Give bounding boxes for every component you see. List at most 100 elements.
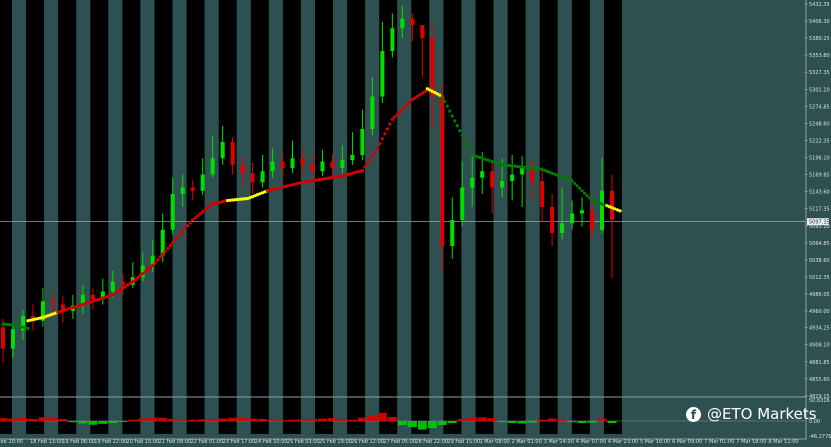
time-tick-label: 6 Mar 09:00: [672, 439, 702, 445]
ma-dot: [81, 302, 85, 307]
candle-body: [170, 193, 175, 230]
ma-dot: [133, 278, 137, 282]
oscillator-bar: [487, 418, 497, 421]
oscillator-tick-label: -46.2776: [809, 434, 831, 440]
oscillator-bar: [288, 419, 298, 421]
ma-dot: [463, 138, 467, 142]
ma-dot: [350, 171, 355, 175]
ma-dot: [26, 319, 30, 323]
ma-dot: [6, 322, 10, 327]
candle-body: [220, 141, 225, 159]
time-tick-label: 19 Feb 22:00: [94, 439, 127, 445]
ma-dot: [470, 153, 474, 157]
ma-dot: [597, 201, 602, 205]
ma-dot: [76, 304, 80, 308]
candle-body: [140, 265, 145, 278]
oscillator-bar: [118, 421, 128, 423]
price-tick-label: 4986.05: [809, 292, 830, 298]
oscillator-bar: [228, 417, 238, 421]
ma-dot: [393, 115, 397, 119]
oscillator-bar: [577, 421, 587, 424]
ma-dot: [475, 155, 479, 159]
ma-dot: [408, 100, 412, 104]
price-tick-label: 4829.15: [809, 394, 830, 400]
ma-dot: [193, 216, 197, 220]
ma-dot: [106, 294, 110, 298]
ma-dot: [548, 170, 552, 174]
ma-dot: [503, 163, 507, 167]
ma-dot: [453, 119, 457, 123]
ma-dot: [101, 296, 105, 300]
candle-body: [510, 174, 515, 181]
oscillator-bar: [128, 419, 138, 421]
time-tick-label: 24 Feb 10:00: [255, 439, 288, 445]
ma-dot: [108, 293, 112, 298]
candle-body: [610, 190, 614, 220]
oscillator-bar: [587, 421, 597, 423]
ma-dot: [478, 155, 482, 160]
oscillator-bar: [497, 421, 507, 423]
ma-dot: [41, 315, 45, 320]
ma-dot: [390, 117, 394, 121]
ma-dot: [136, 276, 140, 280]
candle-body: [40, 301, 45, 321]
ma-dot: [400, 107, 404, 112]
ma-dot: [181, 229, 185, 233]
ma-dot: [153, 261, 157, 265]
time-tick-label: 25 Feb 03:00: [287, 439, 320, 445]
ma-dot: [231, 198, 235, 202]
ma-dot: [403, 105, 407, 109]
ma-dot: [445, 104, 449, 108]
price-tick-label: 5380.25: [809, 36, 830, 42]
ma-dot: [413, 96, 417, 100]
oscillator-bar: [208, 418, 218, 421]
ma-dot: [545, 169, 549, 173]
ma-dot: [223, 199, 227, 203]
time-tick-label: 22 Feb 01:00: [191, 439, 224, 445]
ma-dot: [513, 164, 517, 168]
ma-dot: [258, 192, 262, 196]
time-tick-label: 8 Mar 11:00: [768, 439, 798, 445]
price-tick-label: 4960.00: [809, 309, 830, 315]
ma-dot: [550, 171, 554, 175]
ma-dot: [213, 201, 217, 205]
ma-dot: [552, 172, 557, 176]
ma-dot: [433, 91, 437, 95]
oscillator-bar: [8, 418, 18, 421]
session-band: [411, 0, 430, 434]
ma-dot: [610, 206, 614, 210]
ma-dot: [575, 184, 579, 188]
ma-dot: [423, 90, 427, 94]
candle-body: [160, 229, 165, 256]
ma-dot: [53, 311, 58, 315]
ma-dot: [348, 172, 352, 176]
ma-dot: [233, 198, 237, 202]
ma-dot: [8, 323, 12, 327]
ma-dot: [590, 198, 594, 203]
time-axis: Feb 20:00 18 Feb 13:00 19 Feb 06:00 19 Feb …: [0, 438, 799, 445]
oscillator-bar: [517, 421, 527, 424]
oscillator-bar: [367, 414, 377, 421]
time-tick-label: 20 Feb 15:00: [126, 439, 159, 445]
ma-dot: [485, 158, 489, 162]
ma-dot: [325, 176, 330, 180]
price-tick-label: 5327.35: [809, 70, 830, 76]
ma-dot: [540, 167, 544, 171]
price-tick-label: 5169.85: [809, 173, 830, 179]
price-tick-label: 5248.60: [809, 121, 830, 127]
ma-dot: [533, 166, 537, 171]
candle-body: [270, 161, 275, 172]
ma-dot: [518, 165, 522, 169]
oscillator-bar: [188, 419, 198, 421]
ma-dot: [208, 204, 212, 208]
ma-dot: [375, 146, 379, 151]
candle-body: [420, 25, 425, 39]
ma-dot: [335, 175, 340, 179]
time-tick-label: 27 Feb 05:00: [383, 439, 416, 445]
ma-dot: [166, 246, 170, 251]
candle-body: [250, 173, 255, 183]
current-price-box: [807, 218, 829, 226]
ma-dot: [78, 303, 82, 307]
price-tick-label: 5038.60: [809, 258, 830, 264]
